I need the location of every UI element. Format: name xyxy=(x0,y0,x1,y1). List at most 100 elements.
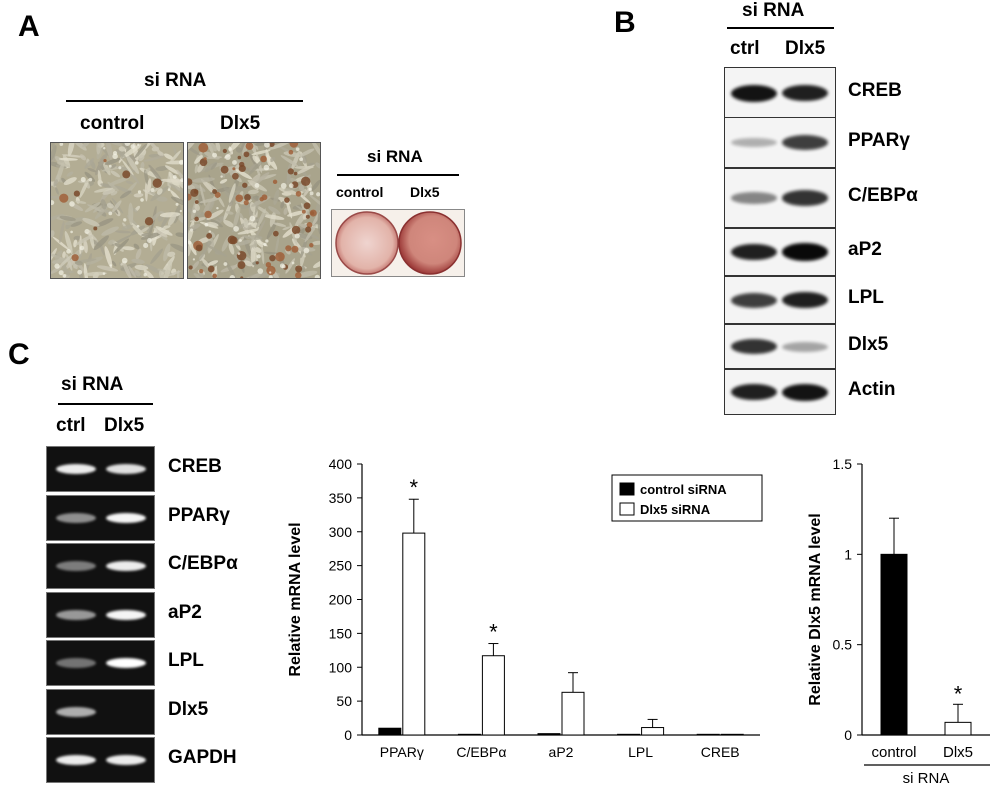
gel-band-dlx5 xyxy=(106,464,146,474)
cell-shape xyxy=(257,208,266,227)
cell-shape xyxy=(280,201,285,209)
oil-red-o-stain-wells xyxy=(331,209,465,277)
cell-shape xyxy=(235,147,242,153)
cell-shape xyxy=(194,203,200,211)
blot-row-7 xyxy=(724,369,836,415)
cell-shape xyxy=(311,240,320,245)
lipid-droplet xyxy=(237,261,246,270)
cell-shape xyxy=(122,260,132,278)
lipid-droplet xyxy=(235,194,244,203)
cell-shape xyxy=(134,143,148,159)
cell-shape xyxy=(140,161,145,170)
cell-shape xyxy=(160,178,183,183)
y-tick-label: 1 xyxy=(844,546,852,562)
cell-shape xyxy=(64,216,85,226)
lipid-droplet xyxy=(288,149,294,155)
x-tick-label: CREB xyxy=(701,744,740,760)
cell-shape xyxy=(210,219,223,228)
cell-shape xyxy=(70,221,83,227)
bright-spot xyxy=(263,164,270,171)
y-tick-label: 0.5 xyxy=(833,637,853,653)
cell-shape xyxy=(317,211,320,235)
cell-shape xyxy=(51,161,56,166)
panel-a-sirna-rule xyxy=(66,100,303,102)
bright-spot xyxy=(143,272,147,277)
cell-shape xyxy=(289,177,298,183)
bright-spot xyxy=(80,177,86,183)
lipid-droplet xyxy=(266,265,276,276)
lipid-droplet xyxy=(244,194,251,201)
cell-shape xyxy=(110,170,121,178)
cell-shape xyxy=(188,183,196,190)
y-tick-label: 250 xyxy=(329,558,353,574)
lipid-droplet xyxy=(291,225,301,235)
bar-dlx5 xyxy=(944,721,972,736)
cell-shape xyxy=(59,215,76,221)
cell-shape xyxy=(107,239,115,245)
lipid-droplet xyxy=(220,165,229,174)
cell-shape xyxy=(283,207,288,215)
cell-shape xyxy=(135,248,142,260)
blot-band-ctrl xyxy=(731,243,777,261)
cell-shape xyxy=(311,207,320,227)
bar-dlx5 xyxy=(641,727,665,736)
cell-shape xyxy=(148,164,164,184)
bright-spot xyxy=(192,258,196,261)
cell-shape xyxy=(253,239,258,248)
bright-spot xyxy=(303,247,310,254)
lipid-droplet xyxy=(232,172,239,180)
cell-shape xyxy=(147,143,163,156)
bright-spot xyxy=(59,143,64,146)
x-tick-label: C/EBPα xyxy=(456,744,506,760)
lipid-droplet xyxy=(295,265,303,273)
blot-band-dlx5 xyxy=(782,291,828,309)
cell-shape xyxy=(54,250,63,261)
cell-shape xyxy=(294,165,314,169)
lipid-droplet xyxy=(306,222,313,228)
panel-a-col-dlx5: Dlx5 xyxy=(220,113,261,134)
panel-b-sirna-rule xyxy=(727,27,834,29)
blot-label: LPL xyxy=(848,287,884,308)
lipid-droplet xyxy=(289,143,299,148)
panel-b-col-ctrl: ctrl xyxy=(730,38,760,59)
blot-label: aP2 xyxy=(848,239,882,260)
cell-shape xyxy=(100,199,107,210)
bar-control xyxy=(457,733,481,736)
blot-label: PPARγ xyxy=(848,129,910,151)
y-tick-label: 0 xyxy=(344,727,352,743)
cell-shape xyxy=(51,214,65,222)
relative-dlx5-chart: 0 0.5 1 1.5 Relative Dlx5 mRNA level control *… xyxy=(807,456,990,787)
cell-shape xyxy=(150,248,164,264)
cell-shape xyxy=(225,210,234,215)
lipid-droplet xyxy=(232,167,236,171)
cell-shape xyxy=(235,169,253,180)
bright-spot xyxy=(308,187,312,192)
cell-shape xyxy=(248,235,263,240)
cell-shape xyxy=(74,260,83,266)
blot-band-ctrl xyxy=(731,292,777,308)
cell-shape xyxy=(125,180,134,185)
cell-shape xyxy=(143,155,165,162)
y-tick-label: 300 xyxy=(329,524,353,540)
gel-band-ctrl xyxy=(56,658,96,668)
lipid-droplet xyxy=(193,189,199,194)
bright-spot xyxy=(69,201,75,207)
blot-band-dlx5 xyxy=(782,383,828,401)
gel-band-dlx5 xyxy=(106,755,146,765)
bright-spot xyxy=(299,157,304,162)
cell-shape xyxy=(110,164,117,169)
cell-shape xyxy=(207,260,219,266)
x-tick-label: PPARγ xyxy=(380,744,424,760)
lipid-droplet xyxy=(272,179,278,185)
gel-band-dlx5 xyxy=(106,561,146,571)
panel-a-col-control: control xyxy=(80,113,145,134)
cell-shape xyxy=(298,183,305,191)
cell-shape xyxy=(298,192,311,204)
blot-row-4 xyxy=(724,228,836,276)
gel-row-1 xyxy=(46,446,155,492)
cell-shape xyxy=(73,235,81,241)
lipid-droplet xyxy=(243,151,250,158)
bright-spot xyxy=(239,239,242,242)
y-tick-label: 50 xyxy=(336,693,352,709)
bright-spot xyxy=(179,209,182,213)
